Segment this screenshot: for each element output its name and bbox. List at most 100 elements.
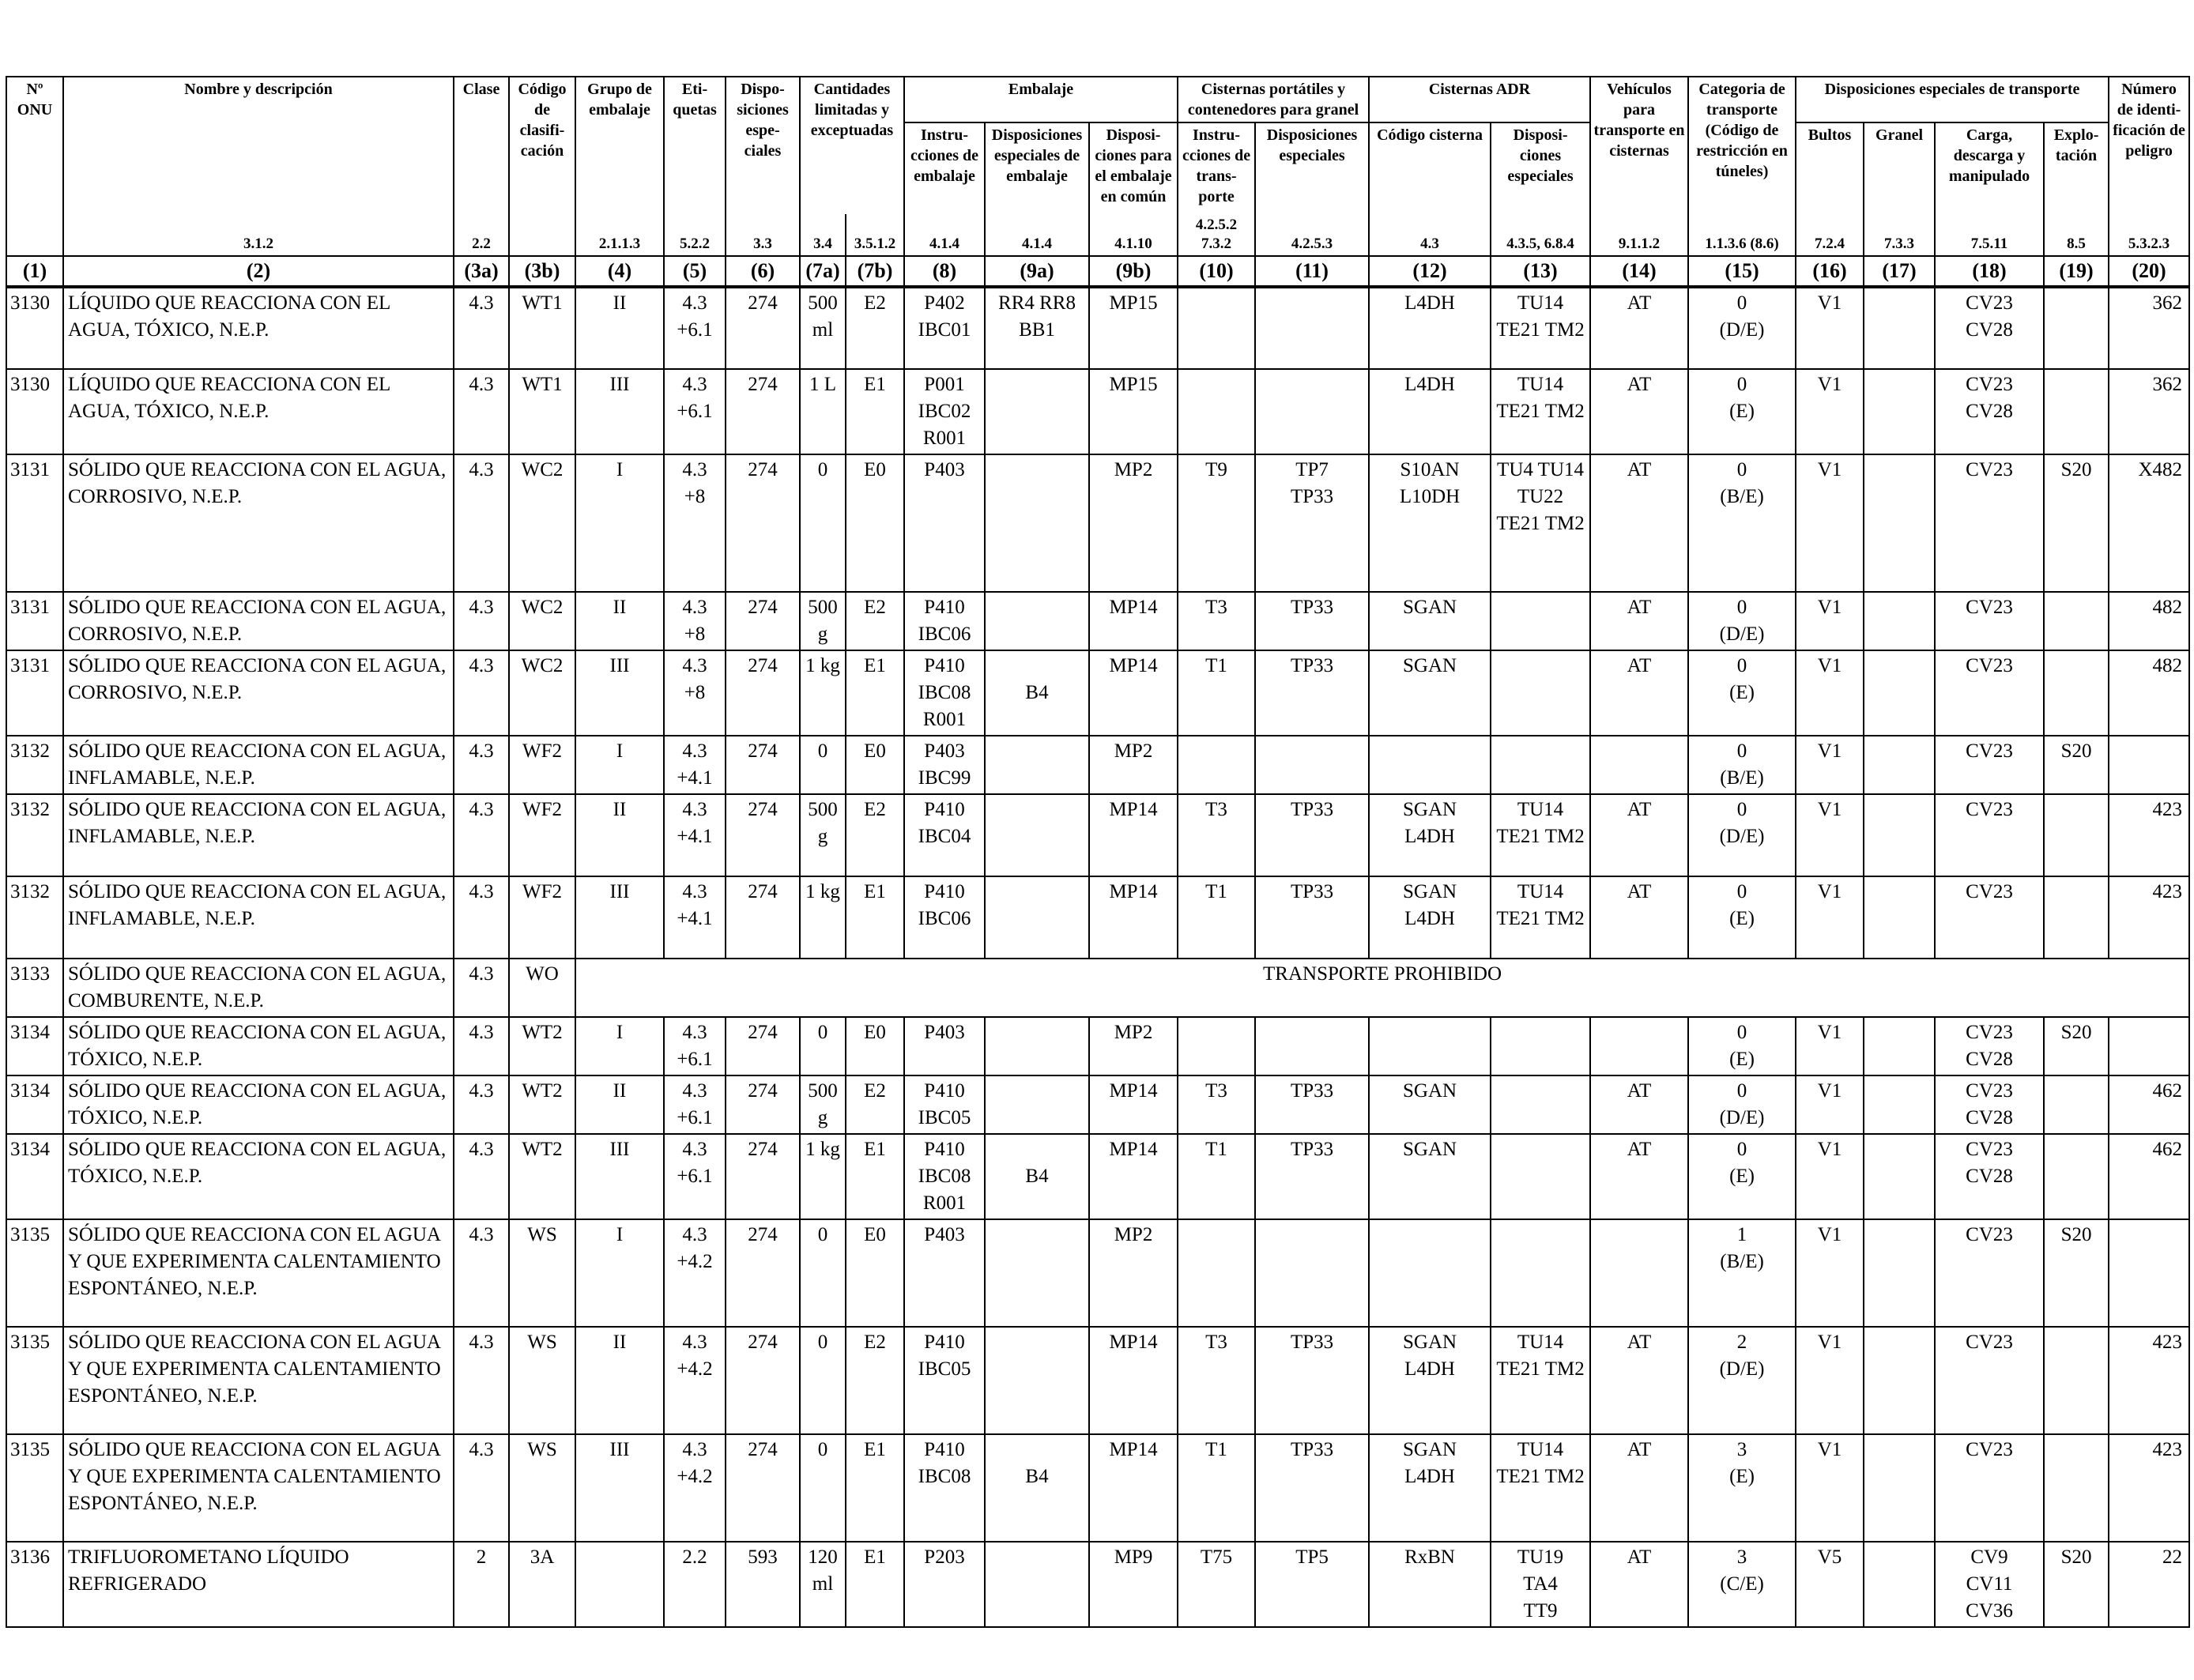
disp-explotacion: [2043, 793, 2110, 877]
disp-carga: CV23 CV28: [1934, 1133, 2045, 1220]
onu-number: 3132: [6, 876, 64, 959]
ref-cell: 4.3: [1368, 214, 1492, 257]
disp-granel: [1863, 1016, 1936, 1076]
disp-esp-portatiles: [1254, 368, 1370, 455]
transporte-prohibido: TRANSPORTE PROHIBIDO: [574, 958, 2191, 1018]
disposiciones-especiales: 274: [725, 1219, 801, 1328]
ref-cell: 7.5.11: [1934, 214, 2045, 257]
cantidad-limitada: 1 kg: [799, 1133, 846, 1220]
codigo-cisterna: SGAN L4DH: [1368, 1326, 1492, 1435]
nombre-descripcion: SÓLIDO QUE REACCIONA CON EL AGUA Y QUE E…: [62, 1433, 454, 1543]
disp-embalaje-comun: MP14: [1088, 1075, 1179, 1135]
vehiculo-cisterna: AT: [1589, 1326, 1690, 1435]
column-number: (3b): [508, 255, 576, 288]
etiquetas: 4.3 +8: [663, 650, 726, 736]
header-disp-esp-portatiles: Disposiciones especiales: [1254, 122, 1370, 214]
numero-peligro: 423: [2108, 1326, 2191, 1435]
disp-esp-adr: TU14 TE21 TM2: [1490, 1433, 1592, 1543]
instrucciones-embalaje: P410 IBC04: [903, 793, 986, 877]
grupo-embalaje: I: [575, 1016, 665, 1076]
ref-cell: 5.3.2.3: [2108, 214, 2191, 257]
disp-embalaje-comun: MP14: [1088, 650, 1179, 736]
disp-bultos: V1: [1795, 1326, 1865, 1435]
disp-granel: [1863, 1219, 1936, 1328]
header-cisternas-portatiles: Cisternas portátiles y contenedores para…: [1177, 76, 1370, 123]
numero-peligro: 482: [2108, 650, 2191, 736]
column-number: (4): [575, 255, 665, 288]
grupo-embalaje: II: [575, 286, 665, 370]
table-row: 3131 SÓLIDO QUE REACCIONA CON EL AGUA, CO…: [6, 591, 2191, 651]
instrucciones-embalaje: P402 IBC01: [903, 286, 986, 370]
etiquetas: 2.2: [663, 1541, 726, 1628]
table-row: 3134 SÓLIDO QUE REACCIONA CON EL AGUA, TÓ…: [6, 1016, 2191, 1076]
disp-carga: CV23: [1934, 454, 2045, 593]
instrucciones-transporte: T3: [1177, 591, 1257, 651]
codigo-cisterna: L4DH: [1368, 286, 1492, 370]
codigo-clasificacion: WT2: [508, 1133, 576, 1220]
disp-esp-adr: TU14 TE21 TM2: [1490, 368, 1592, 455]
table-row: 3130 LÍQUIDO QUE REACCIONA CON EL AGUA, T…: [6, 368, 2191, 455]
column-number-row: (1) (2) (3a) (3b) (4) (5) (6) (7a) (7b) (8) (9a) (9…: [6, 255, 2191, 288]
disposiciones-especiales: 274: [725, 876, 801, 959]
disp-esp-embalaje: RR4 RR8 BB1: [984, 286, 1090, 370]
disp-esp-adr: TU14 TE21 TM2: [1490, 1326, 1592, 1435]
numero-peligro: X482: [2108, 454, 2191, 593]
disposiciones-especiales: 274: [725, 1016, 801, 1076]
header-nombre: Nombre y descripción: [62, 76, 454, 214]
disp-bultos: V1: [1795, 454, 1865, 593]
ref-cell: 4.2.5.2 7.3.2: [1177, 214, 1257, 257]
disp-esp-adr: [1490, 1219, 1592, 1328]
disp-carga: CV23: [1934, 650, 2045, 736]
disp-esp-embalaje: [984, 368, 1090, 455]
codigo-cisterna: [1368, 1016, 1492, 1076]
disp-explotacion: [2043, 650, 2110, 736]
ref-cell: 2.1.1.3: [575, 214, 665, 257]
header-codigo: Código de clasifi- cación: [508, 76, 576, 214]
disp-esp-embalaje: [984, 591, 1090, 651]
instrucciones-transporte: T3: [1177, 1075, 1257, 1135]
onu-number: 3131: [6, 650, 64, 736]
disp-carga: CV23 CV28: [1934, 1016, 2045, 1076]
table-row: 3135 SÓLIDO QUE REACCIONA CON EL AGUA Y Q…: [6, 1326, 2191, 1435]
codigo-clasificacion: WS: [508, 1326, 576, 1435]
disposiciones-especiales: 274: [725, 1133, 801, 1220]
codigo-cisterna: SGAN: [1368, 1075, 1492, 1135]
ref-cell: 2.2: [453, 214, 510, 257]
onu-number: 3134: [6, 1016, 64, 1076]
vehiculo-cisterna: AT: [1589, 1075, 1690, 1135]
vehiculo-cisterna: [1589, 1219, 1690, 1328]
clase: 4.3: [453, 454, 510, 593]
disposiciones-especiales: 274: [725, 591, 801, 651]
disp-esp-adr: TU19 TA4 TT9: [1490, 1541, 1592, 1628]
header-disp-comun: Disposi- ciones para el embalaje en comú…: [1088, 122, 1179, 214]
instrucciones-embalaje: P410 IBC08 R001: [903, 1133, 986, 1220]
instrucciones-transporte: T1: [1177, 650, 1257, 736]
cantidad-exceptuada: E2: [845, 1075, 905, 1135]
disp-esp-portatiles: [1254, 286, 1370, 370]
disp-esp-adr: TU14 TE21 TM2: [1490, 876, 1592, 959]
disp-embalaje-comun: MP14: [1088, 591, 1179, 651]
disp-esp-portatiles: TP5: [1254, 1541, 1370, 1628]
vehiculo-cisterna: AT: [1589, 1433, 1690, 1543]
instrucciones-transporte: T75: [1177, 1541, 1257, 1628]
instrucciones-embalaje: P410 IBC06: [903, 591, 986, 651]
cantidad-limitada: 0: [799, 1326, 846, 1435]
codigo-clasificacion: WO: [508, 958, 576, 1018]
instrucciones-embalaje: P203: [903, 1541, 986, 1628]
disp-granel: [1863, 1133, 1936, 1220]
numero-peligro: [2108, 735, 2191, 795]
disp-esp-portatiles: [1254, 1016, 1370, 1076]
disp-granel: [1863, 286, 1936, 370]
cantidad-exceptuada: E2: [845, 1326, 905, 1435]
clase: 4.3: [453, 735, 510, 795]
vehiculo-cisterna: [1589, 1016, 1690, 1076]
disp-esp-embalaje: [984, 1326, 1090, 1435]
numero-peligro: 362: [2108, 368, 2191, 455]
ref-cell: 7.3.3: [1863, 214, 1936, 257]
codigo-clasificacion: WT2: [508, 1075, 576, 1135]
ref-cell: 5.2.2: [663, 214, 726, 257]
disp-esp-embalaje: [984, 1016, 1090, 1076]
disp-explotacion: [2043, 1133, 2110, 1220]
disp-esp-adr: TU4 TU14 TU22 TE21 TM2: [1490, 454, 1592, 593]
categoria-transporte: 0 (E): [1687, 876, 1797, 959]
